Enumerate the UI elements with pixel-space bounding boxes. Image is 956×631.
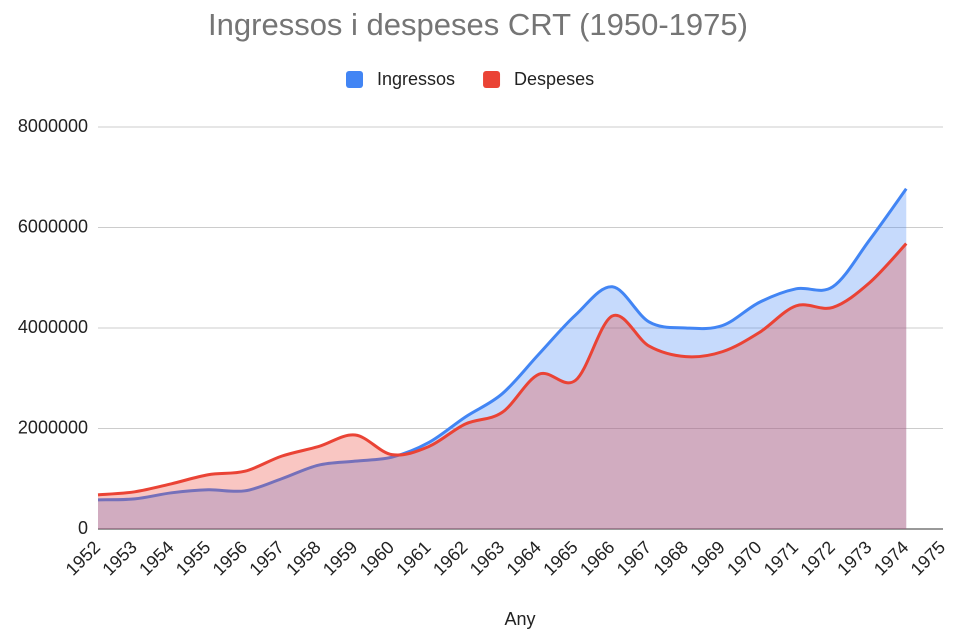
y-tick-label: 4000000 [18, 317, 88, 337]
legend-label: Despeses [514, 69, 594, 89]
x-tick-label: 1964 [503, 537, 545, 579]
x-tick-label: 1959 [319, 537, 361, 579]
x-tick-label: 1957 [245, 537, 287, 579]
x-tick-label: 1965 [539, 537, 581, 579]
legend-swatch [483, 71, 501, 88]
x-tick-label: 1953 [98, 537, 140, 579]
x-tick-label: 1975 [907, 537, 949, 579]
area-line [97, 242, 908, 497]
x-tick-label: 1974 [870, 537, 912, 579]
y-tick-label: 6000000 [18, 216, 88, 236]
y-tick-label: 0 [78, 518, 88, 538]
x-tick-label: 1970 [723, 537, 765, 579]
legend-label: Ingressos [377, 69, 455, 89]
x-tick-label: 1962 [429, 537, 471, 579]
x-tick-label: 1954 [135, 537, 177, 579]
chart-title: Ingressos i despeses CRT (1950-1975) [208, 7, 748, 42]
area-fill [98, 243, 907, 529]
y-tick-label: 2000000 [18, 417, 88, 437]
x-tick-label: 1969 [686, 537, 728, 579]
x-tick-label: 1955 [172, 537, 214, 579]
area-fill [98, 188, 907, 529]
x-tick-label: 1966 [576, 537, 618, 579]
x-tick-label: 1960 [356, 537, 398, 579]
x-tick-label: 1961 [392, 537, 434, 579]
x-tick-label: 1972 [797, 537, 839, 579]
x-tick-label: 1952 [62, 537, 104, 579]
x-axis-title: Any [504, 609, 535, 629]
x-tick-label: 1973 [833, 537, 875, 579]
x-tick-label: 1967 [613, 537, 655, 579]
x-tick-label: 1963 [466, 537, 508, 579]
y-tick-label: 8000000 [18, 116, 88, 136]
x-tick-label: 1956 [209, 537, 251, 579]
x-tick-label: 1968 [650, 537, 692, 579]
x-tick-label: 1971 [760, 537, 802, 579]
area-line [97, 187, 908, 502]
x-tick-label: 1958 [282, 537, 324, 579]
legend-swatch [346, 71, 363, 88]
